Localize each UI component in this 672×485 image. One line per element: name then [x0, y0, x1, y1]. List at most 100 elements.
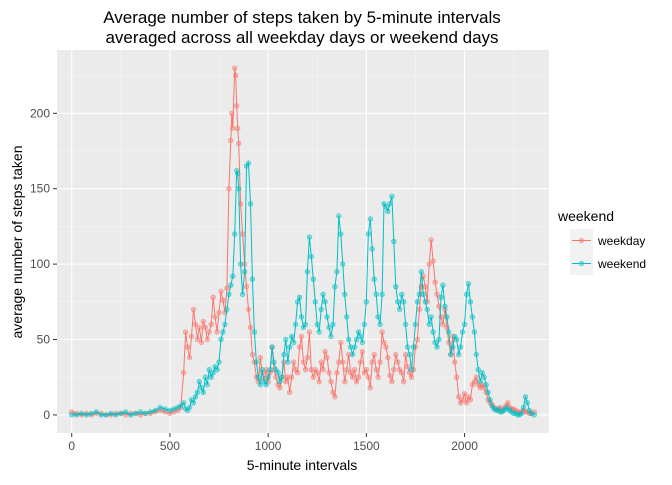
data-point-weekday	[428, 237, 434, 243]
data-point-weekend	[452, 333, 458, 340]
data-point-weekend	[457, 344, 464, 350]
data-point-weekday	[296, 344, 303, 350]
x-axis-label: 5-minute intervals	[247, 457, 358, 473]
data-point-weekday	[344, 367, 350, 373]
data-point-weekend	[328, 333, 334, 340]
data-point-weekday	[387, 373, 393, 379]
data-point-weekend	[253, 359, 260, 365]
data-point-weekend	[78, 410, 85, 417]
data-point-weekday	[318, 359, 324, 365]
data-point-weekend	[475, 367, 481, 373]
data-point-weekend	[399, 291, 405, 297]
plot-panel	[57, 50, 549, 433]
data-point-weekend	[235, 170, 241, 177]
data-point-weekend	[344, 314, 350, 320]
data-point-weekend	[162, 406, 168, 412]
data-point-weekend	[448, 351, 454, 358]
data-point-weekend	[285, 359, 291, 365]
data-point-weekday	[340, 359, 346, 365]
data-point-weekday	[457, 400, 464, 406]
data-point-weekend	[440, 282, 446, 288]
data-point-weekday	[367, 385, 373, 391]
data-point-weekday	[463, 400, 470, 406]
data-point-weekday	[220, 297, 226, 303]
data-point-weekend	[306, 234, 313, 240]
data-point-weekday	[389, 379, 395, 385]
data-point-weekday	[247, 324, 254, 331]
data-point-weekend	[249, 276, 256, 282]
data-point-weekend	[430, 329, 436, 335]
data-point-weekday	[196, 324, 203, 331]
data-point-weekday	[283, 379, 289, 385]
data-point-weekend	[428, 314, 434, 320]
data-point-weekend	[461, 321, 468, 328]
data-point-weekday	[235, 125, 241, 132]
data-point-weekday	[257, 354, 263, 361]
data-point-weekend	[314, 321, 320, 328]
data-point-weekend	[520, 404, 527, 411]
data-point-weekday	[471, 379, 478, 385]
data-point-weekend	[224, 306, 230, 313]
data-point-weekday	[137, 412, 144, 418]
data-point-weekday	[414, 336, 421, 343]
data-point-weekend	[294, 299, 301, 305]
series-line-weekend	[71, 161, 535, 416]
data-point-weekend	[501, 407, 507, 414]
data-point-weekend	[483, 382, 489, 388]
data-point-weekend	[267, 367, 273, 373]
data-point-weekend	[208, 374, 214, 380]
data-point-weekend	[283, 336, 289, 343]
data-point-weekday	[212, 314, 218, 320]
data-point-weekday	[469, 382, 476, 388]
data-point-weekend	[113, 412, 119, 418]
data-point-weekend	[361, 321, 368, 328]
data-point-weekday	[236, 140, 242, 147]
data-point-weekend	[312, 299, 318, 305]
data-point-weekday	[336, 359, 342, 365]
data-point-weekend	[157, 404, 163, 411]
data-point-weekday	[275, 382, 281, 388]
data-point-weekday	[395, 359, 401, 365]
data-point-weekday	[245, 306, 252, 313]
data-point-weekend	[245, 160, 252, 166]
data-point-weekend	[495, 406, 501, 412]
data-point-weekday	[440, 321, 446, 328]
data-point-weekend	[200, 389, 207, 395]
data-point-weekday	[273, 374, 279, 380]
data-point-weekend	[167, 407, 173, 414]
data-point-weekday	[208, 321, 214, 328]
data-point-weekend	[226, 291, 232, 297]
data-point-weekend	[308, 253, 314, 260]
legend: weekend weekday weekend	[557, 208, 646, 275]
data-point-weekend	[188, 397, 195, 403]
data-point-weekday	[397, 367, 403, 373]
data-point-weekday	[385, 354, 391, 361]
data-point-weekday	[391, 367, 397, 373]
data-point-weekend	[342, 291, 348, 297]
data-point-weekend	[375, 314, 381, 320]
data-point-weekday	[230, 125, 236, 132]
data-point-weekend	[212, 364, 218, 370]
data-point-weekend	[273, 367, 279, 373]
data-point-weekday	[454, 374, 460, 380]
data-point-weekday	[332, 394, 338, 400]
data-point-weekday	[291, 359, 297, 365]
data-point-weekend	[412, 321, 419, 328]
legend-label-weekday: weekday	[597, 234, 645, 248]
data-point-weekend	[234, 167, 240, 174]
data-point-weekday	[167, 410, 173, 417]
data-point-weekend	[391, 238, 397, 245]
data-point-weekend	[371, 276, 377, 282]
data-point-weekend	[68, 412, 75, 418]
data-point-weekend	[524, 400, 531, 406]
y-tick-label: 0	[43, 408, 50, 422]
data-point-weekday	[399, 370, 405, 376]
data-point-weekend	[324, 314, 330, 320]
data-point-weekday	[171, 409, 177, 415]
data-point-weekday	[347, 370, 354, 376]
data-point-weekend	[296, 294, 303, 300]
data-point-weekday	[304, 354, 311, 361]
data-point-weekday	[218, 288, 224, 294]
data-point-weekday	[181, 370, 187, 376]
data-point-weekday	[324, 354, 330, 361]
